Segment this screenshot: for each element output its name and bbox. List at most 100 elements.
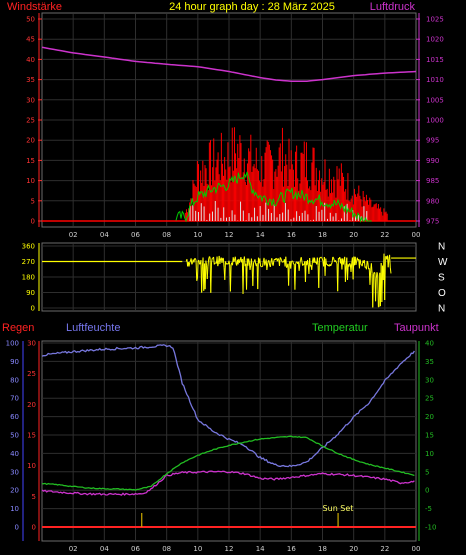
direction-segment: [248, 258, 250, 263]
rain-tick-label: 10: [10, 505, 19, 513]
direction-segment: [209, 256, 211, 258]
compass-label: W: [438, 257, 448, 268]
pressure-tick-label: 985: [426, 177, 439, 185]
temperature-tick-label: -10: [425, 524, 436, 532]
direction-segment: [288, 263, 290, 286]
direction-segment: [325, 258, 327, 265]
direction-segment: [213, 256, 215, 265]
wind-tick-label: 50: [26, 16, 35, 24]
x-tick-label: 18: [318, 545, 327, 553]
direction-segment: [252, 262, 255, 286]
direction-segment: [299, 259, 302, 265]
direction-segment: [377, 274, 379, 307]
rain-tick-label: 50: [10, 432, 19, 440]
direction-segment: [365, 260, 368, 270]
wind-axis-title: Windstärke: [7, 1, 62, 13]
rain-tick-label: 90: [10, 358, 19, 366]
rain-tick-label: 20: [10, 487, 19, 495]
direction-segment: [384, 257, 386, 301]
direction-segment: [367, 262, 370, 270]
direction-segment: [302, 264, 304, 266]
direction-segment: [266, 264, 269, 271]
direction-segment: [316, 257, 319, 266]
direction-segment: [219, 258, 222, 264]
direction-segment: [360, 263, 362, 266]
direction-segment: [267, 260, 269, 265]
x-tick-label: 02: [69, 545, 78, 553]
direction-segment: [272, 260, 275, 266]
x-tick-label: 02: [69, 231, 78, 239]
dewpoint-axis-title: Taupunkt: [394, 322, 439, 334]
humidity-tick-label: 15: [27, 432, 36, 440]
x-tick-label: 04: [100, 231, 109, 239]
direction-segment: [280, 258, 283, 261]
direction-segment: [221, 258, 224, 264]
direction-segment: [347, 264, 349, 281]
direction-segment: [278, 257, 281, 267]
direction-segment: [292, 260, 295, 265]
direction-segment: [300, 257, 303, 262]
humidity-line: [41, 344, 415, 468]
direction-segment: [342, 260, 345, 265]
compass-label: N: [438, 304, 445, 315]
humidity-tick-label: 25: [27, 370, 36, 378]
direction-segment: [294, 263, 297, 290]
direction-segment: [331, 256, 334, 263]
direction-segment: [254, 259, 257, 265]
direction-segment: [222, 258, 225, 268]
direction-segment: [198, 260, 201, 265]
chart-title: 24 hour graph day : 28 März 2025: [169, 1, 335, 13]
humidity-tick-label: 10: [27, 462, 36, 470]
direction-segment: [304, 261, 307, 282]
humidity-axis-title: Luftfeuchte: [66, 322, 120, 334]
direction-segment: [204, 260, 207, 290]
direction-segment: [321, 257, 323, 259]
direction-segment: [372, 274, 374, 308]
x-tick-label: 20: [349, 545, 358, 553]
direction-segment: [189, 260, 191, 263]
temperature-tick-label: 20: [425, 413, 434, 421]
direction-segment: [349, 263, 351, 265]
x-tick-label: 00: [412, 231, 421, 239]
direction-segment: [344, 265, 347, 282]
rain-axis-title: Regen: [2, 322, 34, 334]
direction-segment: [201, 266, 203, 293]
direction-segment: [217, 262, 219, 267]
direction-segment: [239, 260, 241, 263]
direction-segment: [295, 261, 297, 265]
direction-segment: [253, 261, 255, 263]
direction-segment: [259, 258, 262, 267]
direction-segment: [250, 258, 253, 268]
temperature-tick-label: 35: [425, 358, 434, 366]
direction-segment: [298, 264, 301, 271]
rain-tick-label: 100: [6, 340, 19, 348]
direction-segment: [359, 259, 362, 264]
humidity-tick-label: 0: [32, 524, 36, 532]
direction-segment: [234, 256, 237, 264]
direction-segment: [207, 259, 210, 267]
direction-segment: [224, 261, 226, 280]
direction-segment: [375, 278, 377, 302]
temperature-tick-label: 25: [425, 395, 434, 403]
x-tick-label: 22: [380, 545, 389, 553]
temperature-tick-label: -5: [425, 505, 432, 513]
wind-tick-label: 10: [26, 177, 35, 185]
pressure-axis-title: Luftdruck: [370, 1, 416, 13]
rain-tick-label: 40: [10, 450, 19, 458]
temperature-tick-label: 5: [425, 468, 429, 476]
direction-segment: [363, 260, 366, 268]
direction-segment: [314, 257, 316, 263]
direction-segment: [246, 258, 248, 290]
direction-segment: [290, 261, 292, 269]
x-tick-label: 08: [162, 545, 171, 553]
direction-tick-label: 180: [22, 274, 35, 282]
pressure-line: [41, 46, 417, 82]
direction-segment: [210, 262, 212, 293]
direction-segment: [277, 258, 280, 260]
direction-segment: [206, 266, 209, 279]
x-tick-label: 10: [193, 545, 202, 553]
direction-segment: [335, 261, 338, 264]
x-tick-label: 10: [193, 231, 202, 239]
direction-segment: [318, 257, 320, 288]
direction-segment: [242, 260, 245, 295]
